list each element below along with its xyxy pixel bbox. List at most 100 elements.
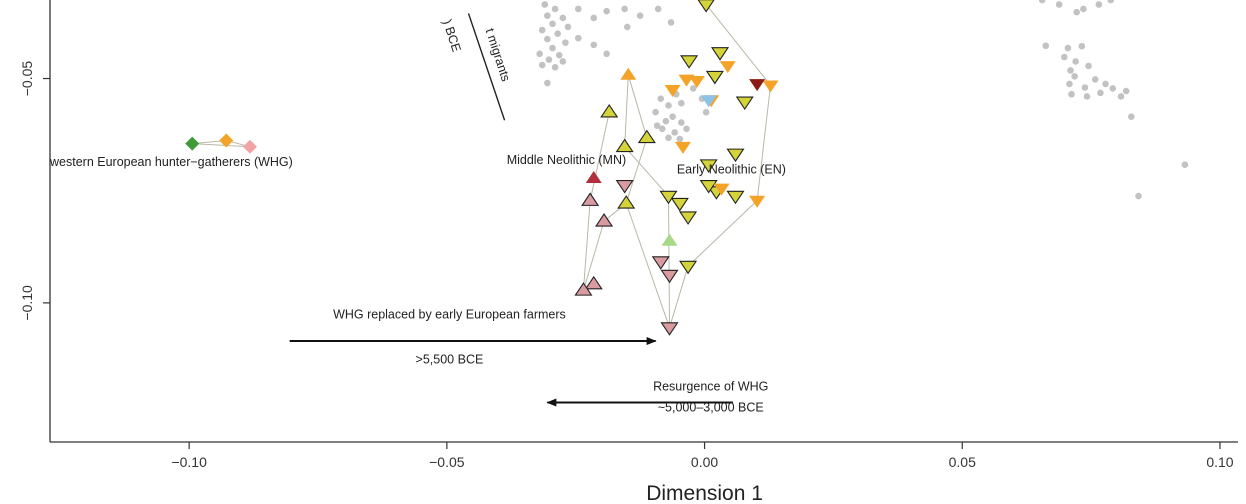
point-circle-grey (1091, 76, 1099, 83)
point-circle-grey (1117, 93, 1125, 100)
point-circle-grey (1066, 80, 1073, 88)
migration-line-0 (467, 13, 506, 121)
hull-0 (624, 4, 772, 328)
data-points (185, 0, 1189, 336)
rotated-annotation-0: ) BCE (440, 18, 464, 54)
annotation-5: Resurgence of WHG (653, 379, 768, 393)
point-circle-grey (671, 129, 678, 136)
point-triangle-down-orange (664, 84, 681, 97)
point-circle-grey (654, 5, 662, 13)
point-triangle-down-olive (659, 190, 678, 205)
point-triangle-up-pink (584, 275, 603, 290)
point-triangle-up-pink (574, 282, 593, 296)
point-circle-grey (549, 44, 556, 52)
point-circle-grey (574, 5, 582, 13)
point-circle-grey (657, 95, 665, 103)
point-circle-grey (1135, 192, 1142, 200)
point-circle-grey (1097, 89, 1104, 97)
point-circle-grey (621, 5, 628, 13)
point-circle-grey (667, 19, 675, 26)
point-triangle-down-olive (699, 179, 718, 194)
point-circle-grey (538, 61, 546, 69)
point-circle-grey (559, 58, 567, 65)
point-triangle-down-orange (674, 141, 691, 154)
point-circle-grey (1064, 44, 1072, 52)
y-tick-label: −0.05 (19, 61, 35, 97)
point-triangle-up-olive (615, 138, 634, 153)
point-triangle-down-orange (762, 80, 779, 93)
point-circle-grey (1128, 113, 1135, 120)
y-ticks: −0.05 −0.10 (19, 61, 50, 321)
point-circle-grey (1109, 85, 1117, 92)
point-circle-grey (1055, 1, 1063, 8)
annotation-2: Early Neolithic (EN) (677, 163, 786, 177)
point-diamond-orange (219, 133, 234, 148)
point-triangle-down-darkred (749, 79, 766, 92)
point-circle-grey (538, 26, 546, 34)
point-circle-grey (1073, 8, 1080, 16)
point-circle-grey (1042, 42, 1050, 50)
point-circle-grey (669, 113, 676, 120)
point-triangle-up-pink (581, 192, 600, 206)
x-ticks: −0.10 −0.05 0.00 0.05 0.10 (171, 442, 1234, 470)
rotated-annotation-1: t migrants (483, 27, 513, 84)
point-circle-grey (545, 56, 553, 63)
point-triangle-down-pink (660, 269, 679, 284)
point-circle-grey (1061, 53, 1068, 61)
point-circle-grey (1083, 93, 1091, 100)
point-triangle-down-orange (688, 75, 705, 88)
x-tick-label: −0.05 (429, 454, 465, 470)
point-triangle-up-olive (617, 195, 636, 209)
point-circle-grey (1067, 67, 1074, 74)
point-circle-grey (562, 39, 569, 46)
point-circle-grey (551, 5, 559, 13)
point-triangle-down-olive (699, 159, 718, 173)
point-triangle-down-olive (726, 190, 745, 205)
point-circle-grey (1068, 90, 1075, 98)
point-circle-grey (541, 1, 549, 8)
point-circle-grey (1080, 5, 1087, 13)
point-triangle-down-olive (680, 55, 699, 69)
point-circle-grey (554, 30, 561, 37)
point-circle-grey (665, 102, 672, 109)
point-triangle-up-olive (637, 129, 656, 144)
point-circle-grey (665, 134, 672, 142)
x-tick-label: 0.05 (949, 454, 976, 470)
point-circle-grey (555, 51, 563, 59)
point-circle-grey (1038, 0, 1046, 4)
point-triangle-up-pink (595, 213, 614, 227)
point-circle-grey (1071, 72, 1078, 80)
point-circle-grey (678, 119, 685, 126)
annotation-lines (289, 13, 733, 407)
annotation-6: ~5,000–3,000 BCE (658, 400, 764, 414)
point-circle-grey (1095, 1, 1103, 8)
point-circle-grey (603, 7, 610, 15)
point-triangle-down-olive (679, 211, 698, 225)
point-circle-grey (603, 50, 610, 58)
point-circle-grey (1072, 58, 1079, 65)
x-axis-label: Dimension 1 (646, 482, 763, 504)
point-circle-grey (683, 125, 690, 133)
point-circle-grey (653, 122, 661, 129)
point-circle-grey (564, 23, 572, 31)
point-circle-grey (1181, 161, 1189, 168)
point-triangle-down-pink (615, 179, 634, 194)
point-triangle-down-pink (651, 256, 670, 270)
annotation-4: >5,500 BCE (416, 352, 484, 366)
point-triangle-down-olive (726, 148, 745, 163)
point-triangle-down-olive (679, 260, 698, 275)
x-tick-label: 0.00 (691, 454, 718, 470)
point-circle-grey (590, 14, 598, 22)
axes: −0.10 −0.05 0.00 0.05 0.10 −0.05 −0.10 Dimens… (19, 0, 1238, 504)
annotations: western European hunter−gatherers (WHG) M… (49, 18, 786, 415)
point-circle-grey (590, 41, 598, 49)
point-triangle-down-olive (710, 47, 730, 61)
point-circle-grey (1078, 42, 1086, 50)
point-circle-grey (636, 12, 644, 20)
point-triangle-up-red (585, 170, 602, 183)
point-triangle-down-olive (697, 0, 715, 13)
point-circle-grey (1107, 0, 1114, 4)
point-circle-grey (652, 108, 659, 116)
y-tick-label: −0.10 (19, 285, 35, 321)
